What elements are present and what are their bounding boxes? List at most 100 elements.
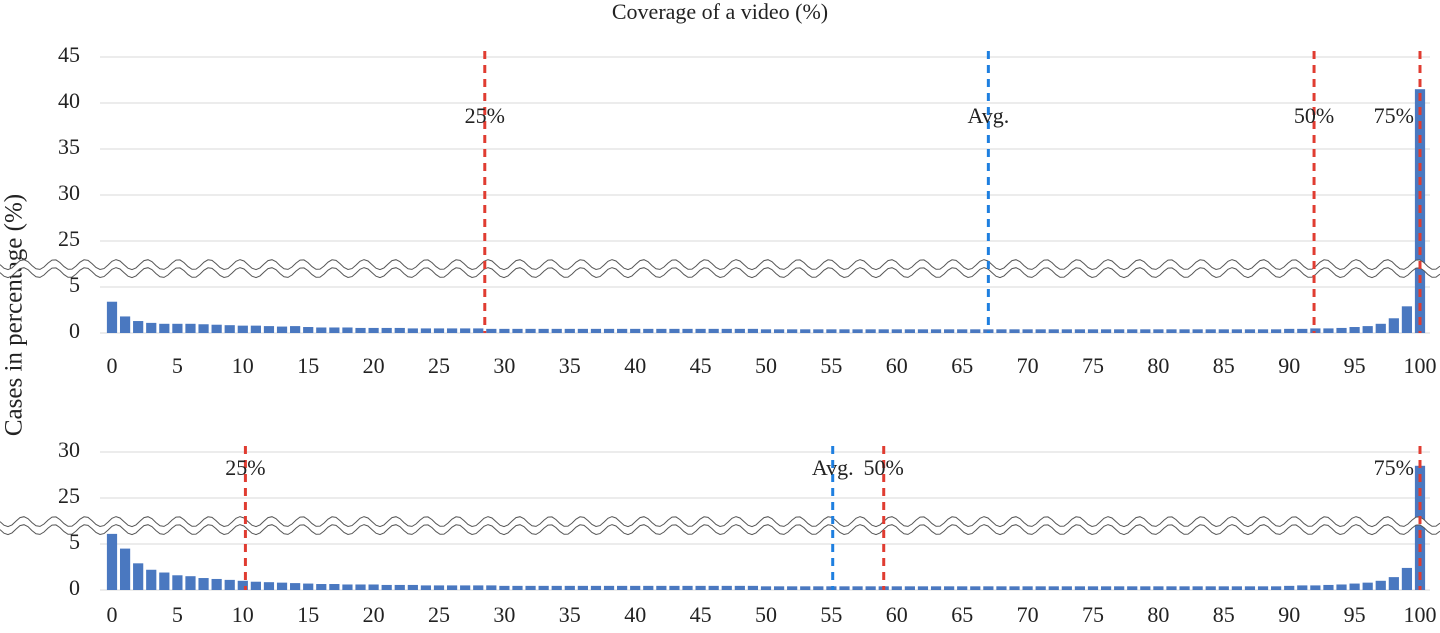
bar bbox=[1388, 318, 1399, 333]
bar bbox=[106, 533, 118, 590]
bar bbox=[133, 321, 144, 333]
x-tick-label: 70 bbox=[1017, 353, 1039, 378]
bar bbox=[486, 328, 497, 333]
bar bbox=[891, 586, 902, 590]
bar bbox=[394, 584, 405, 590]
x-tick-label: 55 bbox=[820, 602, 842, 627]
bar bbox=[1284, 585, 1295, 590]
bar bbox=[368, 327, 379, 333]
bar bbox=[1022, 329, 1033, 333]
x-tick-label: 40 bbox=[624, 353, 646, 378]
bar bbox=[721, 585, 732, 590]
x-tick-label: 90 bbox=[1278, 353, 1300, 378]
bar bbox=[146, 322, 157, 333]
bar bbox=[682, 585, 693, 590]
x-tick-label: 10 bbox=[232, 353, 254, 378]
bar bbox=[1074, 329, 1086, 333]
bar bbox=[1153, 329, 1164, 333]
bar bbox=[590, 585, 602, 590]
bar bbox=[119, 548, 131, 590]
bar bbox=[564, 585, 575, 590]
x-tick-label: 20 bbox=[363, 353, 385, 378]
x-tick-label: 5 bbox=[172, 353, 183, 378]
bar bbox=[1205, 329, 1216, 333]
bar bbox=[1114, 329, 1125, 333]
bar bbox=[525, 585, 536, 590]
bar bbox=[159, 572, 170, 590]
bar bbox=[276, 582, 288, 590]
bar bbox=[656, 585, 667, 590]
y-tick-label: 30 bbox=[58, 180, 80, 205]
bar bbox=[1349, 583, 1360, 590]
x-tick-label: 15 bbox=[297, 353, 319, 378]
x-tick-label: 80 bbox=[1147, 602, 1169, 627]
bar bbox=[1362, 326, 1373, 333]
bar bbox=[433, 585, 445, 590]
bar bbox=[917, 329, 929, 333]
bar bbox=[1271, 586, 1282, 590]
bar bbox=[1362, 582, 1373, 590]
axis-break-band bbox=[0, 516, 1440, 535]
bar bbox=[499, 328, 510, 333]
bar bbox=[1035, 329, 1046, 333]
bar bbox=[839, 586, 850, 590]
bar bbox=[1166, 586, 1177, 590]
reference-label: 75% bbox=[1374, 455, 1414, 480]
bar bbox=[839, 329, 850, 333]
bar bbox=[1375, 323, 1386, 333]
axis-break-band bbox=[0, 259, 1440, 278]
reference-label: 50% bbox=[1294, 103, 1334, 128]
bar bbox=[1048, 586, 1059, 590]
bar bbox=[1297, 585, 1308, 590]
x-tick-label: 25 bbox=[428, 602, 450, 627]
bar bbox=[669, 328, 680, 333]
x-tick-label: 60 bbox=[886, 602, 908, 627]
y-tick-label: 5 bbox=[69, 529, 80, 554]
y-tick-label: 0 bbox=[69, 575, 80, 600]
bar bbox=[721, 328, 732, 333]
x-tick-label: 30 bbox=[493, 602, 515, 627]
bar bbox=[1009, 586, 1020, 590]
bar bbox=[1087, 586, 1099, 590]
bar bbox=[342, 327, 353, 333]
bar bbox=[1244, 329, 1256, 333]
bar bbox=[1244, 586, 1256, 590]
bar bbox=[617, 328, 628, 333]
bar bbox=[1231, 586, 1242, 590]
x-tick-label: 70 bbox=[1017, 602, 1039, 627]
bar bbox=[146, 569, 157, 590]
bar bbox=[904, 586, 915, 590]
bar bbox=[695, 328, 706, 333]
bar bbox=[159, 323, 170, 333]
bar bbox=[865, 329, 876, 333]
bar bbox=[1192, 586, 1203, 590]
bar bbox=[747, 585, 759, 590]
bar bbox=[630, 328, 641, 333]
y-tick-label: 35 bbox=[58, 134, 80, 159]
bar bbox=[237, 580, 248, 590]
bar bbox=[1179, 586, 1190, 590]
bar bbox=[1388, 577, 1399, 590]
bar bbox=[1140, 586, 1151, 590]
bar bbox=[329, 327, 340, 333]
bar bbox=[734, 585, 745, 590]
x-tick-label: 60 bbox=[886, 353, 908, 378]
axis-break-line bbox=[0, 267, 1440, 279]
y-tick-label: 40 bbox=[58, 88, 80, 113]
y-tick-label: 30 bbox=[58, 437, 80, 462]
bar bbox=[1336, 584, 1347, 590]
bar bbox=[355, 327, 366, 333]
bar bbox=[185, 323, 196, 333]
bar bbox=[1074, 586, 1086, 590]
x-tick-label: 95 bbox=[1344, 353, 1366, 378]
bar bbox=[1061, 329, 1072, 333]
bar bbox=[1231, 329, 1242, 333]
bar bbox=[826, 329, 837, 333]
bar bbox=[290, 583, 301, 590]
y-tick-label: 5 bbox=[69, 272, 80, 297]
y-axis-label: Cases in percentage (%) bbox=[1, 194, 28, 436]
chart-title: Coverage of a video (%) bbox=[612, 0, 828, 24]
bar bbox=[603, 585, 615, 590]
y-tick-label: 25 bbox=[58, 226, 80, 251]
bar bbox=[185, 576, 196, 590]
